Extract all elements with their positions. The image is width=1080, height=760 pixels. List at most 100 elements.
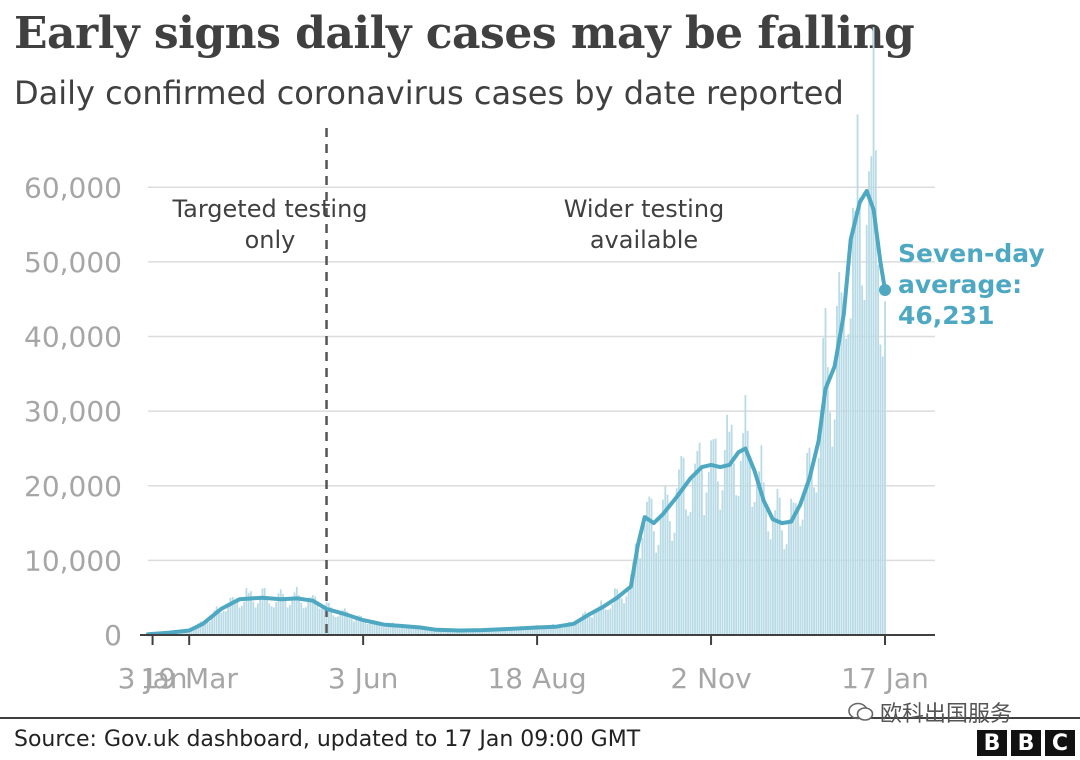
daily-bar (845, 338, 847, 635)
y-axis-labels: 0 10,000 20,000 30,000 40,000 50,000 60,000 (24, 171, 122, 652)
daily-bar (872, 27, 875, 635)
daily-bar (321, 608, 323, 635)
daily-bar (357, 615, 360, 635)
daily-bar (879, 344, 882, 635)
daily-bar (769, 539, 772, 635)
daily-bar (517, 627, 520, 635)
bbc-logo-letter: B (1011, 730, 1041, 756)
daily-bar (275, 602, 278, 635)
daily-bar (703, 515, 706, 635)
daily-bar (529, 628, 532, 635)
daily-bar (563, 624, 566, 635)
daily-bar (465, 630, 468, 635)
daily-bar (565, 622, 568, 635)
daily-bar (282, 593, 284, 635)
daily-bar (314, 596, 316, 635)
daily-bar (588, 616, 591, 635)
daily-bar (680, 455, 683, 635)
daily-bar (614, 588, 616, 635)
daily-bar (751, 506, 754, 635)
daily-bar (561, 627, 564, 635)
daily-bar (231, 596, 234, 635)
daily-bar (435, 630, 438, 635)
y-tick-label: 0 (104, 619, 122, 652)
daily-bar (678, 469, 680, 635)
watermark: 欧科出国服务 (848, 696, 1012, 728)
daily-bar (808, 447, 811, 635)
daily-bar (289, 605, 291, 635)
daily-bar (256, 603, 259, 635)
daily-bar (755, 482, 758, 635)
daily-bar (733, 463, 735, 635)
daily-bar (609, 608, 612, 635)
daily-bar (824, 308, 827, 635)
daily-bar (746, 430, 749, 635)
seven-day-average-endpoint (879, 284, 891, 297)
daily-bar (836, 305, 838, 635)
daily-bar (861, 285, 864, 635)
daily-bar (396, 625, 399, 635)
daily-bar (309, 597, 312, 635)
daily-bar (414, 628, 417, 635)
daily-bar (261, 588, 264, 635)
daily-bar (520, 626, 522, 635)
daily-bar (339, 613, 342, 635)
daily-bar (794, 503, 797, 635)
daily-bar (881, 356, 884, 635)
daily-bar (385, 627, 387, 635)
daily-bar (508, 629, 511, 635)
daily-bar (730, 424, 733, 635)
seven-day-average-label: Seven-day average: 46,231 (898, 239, 1045, 330)
chart: 0 10,000 20,000 30,000 40,000 50,000 60,000 Ta… (24, 27, 1045, 695)
daily-bar (524, 628, 527, 635)
daily-bar (392, 622, 394, 635)
daily-bar (364, 620, 367, 635)
daily-bar (705, 492, 708, 635)
daily-bar (666, 494, 669, 635)
daily-bar (350, 618, 353, 635)
daily-bar (593, 613, 596, 635)
annotation-line: 46,231 (898, 301, 994, 330)
wider-testing-label: Wider testing available (564, 195, 725, 254)
daily-bar (863, 299, 866, 635)
targeted-testing-label: Targeted testing only (171, 195, 367, 254)
daily-bar (327, 602, 330, 635)
daily-bar (375, 621, 378, 635)
daily-bar (611, 603, 614, 635)
daily-bar (602, 605, 605, 635)
chart-title: Early signs daily cases may be falling (14, 8, 915, 59)
x-tick-label: 19 Mar (141, 662, 239, 695)
daily-bar (868, 171, 870, 635)
daily-bar (199, 621, 202, 635)
daily-bar (554, 625, 557, 635)
daily-bar (790, 498, 793, 635)
daily-bar (387, 625, 390, 635)
daily-bar (286, 607, 289, 635)
daily-bar (648, 496, 651, 635)
daily-bar (254, 607, 257, 635)
daily-bar (749, 458, 751, 635)
daily-bar (302, 608, 305, 635)
daily-bar (707, 471, 710, 635)
daily-bar (208, 621, 211, 635)
daily-bar (369, 622, 371, 635)
y-tick-label: 60,000 (24, 171, 122, 204)
daily-bar (533, 625, 536, 635)
daily-bar (330, 607, 333, 635)
daily-bar (499, 629, 502, 635)
daily-bar (483, 630, 486, 635)
daily-bar (234, 600, 236, 635)
daily-bar (657, 544, 660, 635)
daily-bar (343, 608, 346, 635)
daily-bar (842, 303, 845, 635)
daily-bar (224, 611, 227, 635)
daily-bar (250, 591, 252, 635)
daily-bar (362, 619, 365, 635)
daily-bar (632, 561, 635, 635)
daily-bar (263, 587, 266, 635)
daily-bar (268, 603, 271, 635)
daily-bar (325, 602, 328, 635)
daily-bar (311, 595, 314, 635)
daily-bar (737, 495, 740, 635)
daily-bar (394, 624, 397, 635)
